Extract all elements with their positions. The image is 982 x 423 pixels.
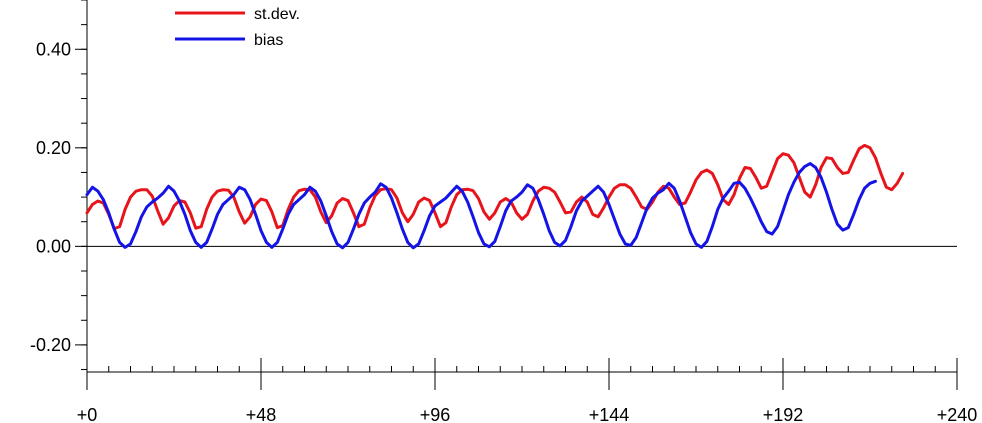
series-line-stdev [85,143,905,231]
x-tick-label: +0 [77,405,98,423]
x-tick-label: +96 [420,405,451,423]
legend-label-stdev: st.dev. [254,6,300,23]
y-tick-label: 0.00 [36,236,71,256]
series-line-bias [85,162,877,250]
y-tick-label: 0.40 [36,39,71,59]
legend: st.dev. bias [175,6,300,49]
series-group [85,143,905,250]
legend-entry-bias: bias [175,32,283,49]
x-tick-label: +192 [763,405,804,423]
y-tick-label: 0.20 [36,138,71,158]
x-tick-label: +48 [246,405,277,423]
legend-label-bias: bias [254,32,283,49]
axes-group [86,0,957,373]
ticks-group: 0.40 0.20 0.00 -0.20 +0 +48 +96 +144 +192 +240 [30,0,977,423]
y-tick-label: -0.20 [30,335,71,355]
legend-entry-stdev: st.dev. [175,6,300,23]
x-tick-label: +240 [937,405,978,423]
x-tick-label: +144 [589,405,630,423]
